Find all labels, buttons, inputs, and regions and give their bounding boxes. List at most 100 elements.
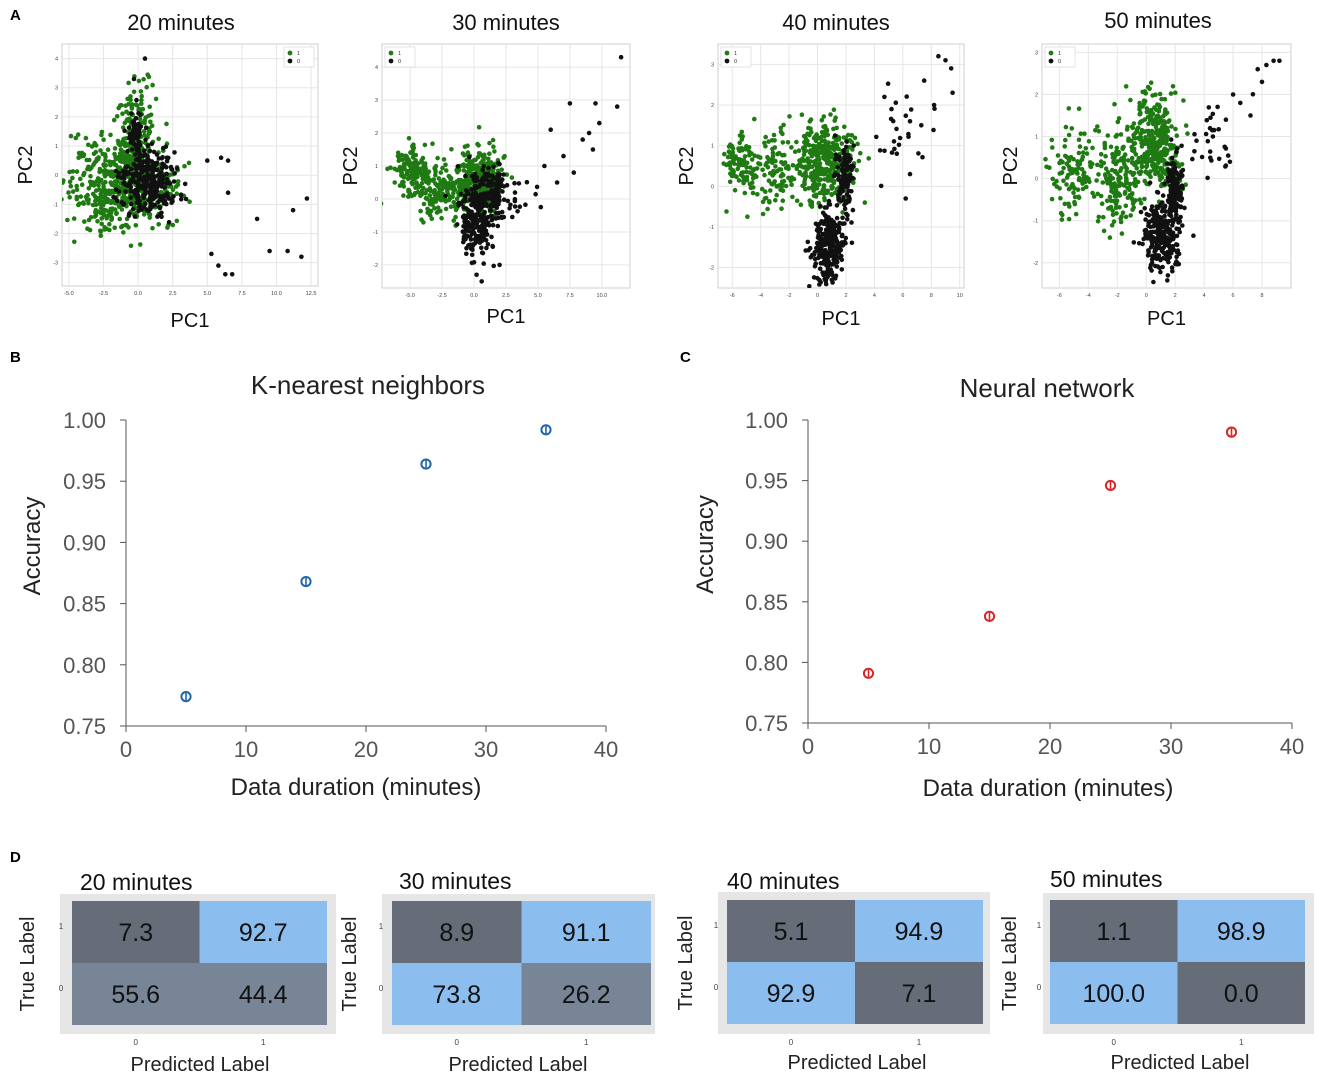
data-point [779, 206, 784, 211]
data-point [76, 202, 81, 208]
data-point [1073, 211, 1079, 217]
data-point [813, 158, 819, 164]
data-point [822, 177, 828, 182]
data-point [148, 206, 153, 212]
data-point [516, 181, 522, 186]
data-point [399, 152, 405, 158]
y-tick-label: 0.90 [745, 529, 788, 554]
data-point [524, 179, 530, 185]
data-point [1104, 198, 1110, 204]
data-point [802, 186, 808, 192]
data-point [454, 196, 460, 202]
data-point [1123, 203, 1129, 209]
data-point [1062, 201, 1068, 207]
data-point [819, 117, 825, 123]
data-point [593, 101, 598, 106]
y-tick-label: 4 [55, 57, 58, 63]
data-point [1133, 130, 1138, 136]
data-point [1208, 155, 1213, 160]
data-point [812, 264, 818, 269]
data-point [1165, 161, 1170, 166]
data-point [133, 223, 139, 228]
data-point [1145, 84, 1151, 90]
data-point [183, 196, 189, 202]
data-point [841, 183, 846, 188]
data-point [112, 225, 117, 230]
data-point [477, 218, 483, 223]
data-point [1137, 104, 1142, 109]
data-point [1152, 229, 1157, 235]
data-point [749, 180, 755, 185]
data-point [822, 138, 827, 144]
data-point [789, 145, 794, 150]
data-point [845, 163, 850, 169]
data-point [1134, 160, 1139, 165]
data-point [493, 175, 498, 181]
y-tick-label: -3 [53, 261, 58, 267]
x-tick-label: 5.0 [203, 291, 211, 297]
data-point [1132, 177, 1138, 182]
data-point [487, 151, 492, 156]
data-point [821, 114, 827, 119]
matrix-cell [1050, 900, 1178, 962]
data-point [156, 222, 161, 227]
data-point [78, 194, 84, 199]
data-point [491, 263, 497, 269]
data-point [841, 148, 847, 153]
data-point [862, 667, 875, 679]
data-point [164, 181, 169, 186]
data-point [1207, 149, 1213, 154]
data-point [112, 151, 117, 157]
data-point [831, 224, 837, 230]
y-axis-label: Accuracy [19, 497, 46, 596]
data-point [474, 272, 479, 278]
data-point [618, 54, 624, 60]
cell-value: 7.3 [118, 919, 153, 947]
data-point [477, 152, 483, 157]
y-tick-label: 3 [375, 98, 378, 104]
data-point [175, 179, 181, 184]
data-point [726, 144, 732, 149]
data-point [794, 164, 800, 169]
data-point [852, 135, 858, 141]
data-point [821, 124, 826, 130]
matrix-cell [727, 900, 855, 962]
data-point [427, 213, 433, 218]
data-point [88, 214, 94, 220]
data-point [469, 252, 475, 258]
data-point [1173, 90, 1178, 95]
y-tick-label: 0.95 [63, 469, 106, 494]
data-point [1173, 205, 1179, 211]
data-point [1113, 194, 1119, 199]
data-point [885, 81, 891, 86]
data-point [877, 148, 883, 153]
data-point [786, 166, 791, 172]
data-point [138, 107, 144, 112]
data-point [1144, 109, 1150, 115]
data-point [750, 190, 756, 196]
data-point [174, 191, 180, 196]
data-point [490, 215, 495, 220]
data-point [848, 156, 853, 162]
data-point [81, 201, 86, 206]
data-point [127, 156, 132, 162]
data-point [1174, 185, 1180, 191]
x-tick-label: 10 [957, 293, 963, 299]
data-point [1137, 197, 1142, 202]
data-point [154, 152, 160, 157]
data-point [1143, 135, 1148, 140]
data-point [752, 166, 757, 172]
x-tick-label: -4 [1086, 293, 1091, 299]
data-point [481, 164, 487, 169]
legend-label: 0 [734, 59, 737, 65]
data-point [1152, 249, 1157, 254]
data-point [160, 174, 166, 179]
data-point [1159, 238, 1165, 244]
data-point [254, 216, 260, 222]
data-point [118, 147, 124, 152]
data-point [455, 169, 460, 175]
data-point [943, 58, 948, 63]
data-point [1161, 136, 1166, 141]
x-tick-label: -5.0 [405, 293, 414, 299]
data-point [752, 153, 757, 158]
